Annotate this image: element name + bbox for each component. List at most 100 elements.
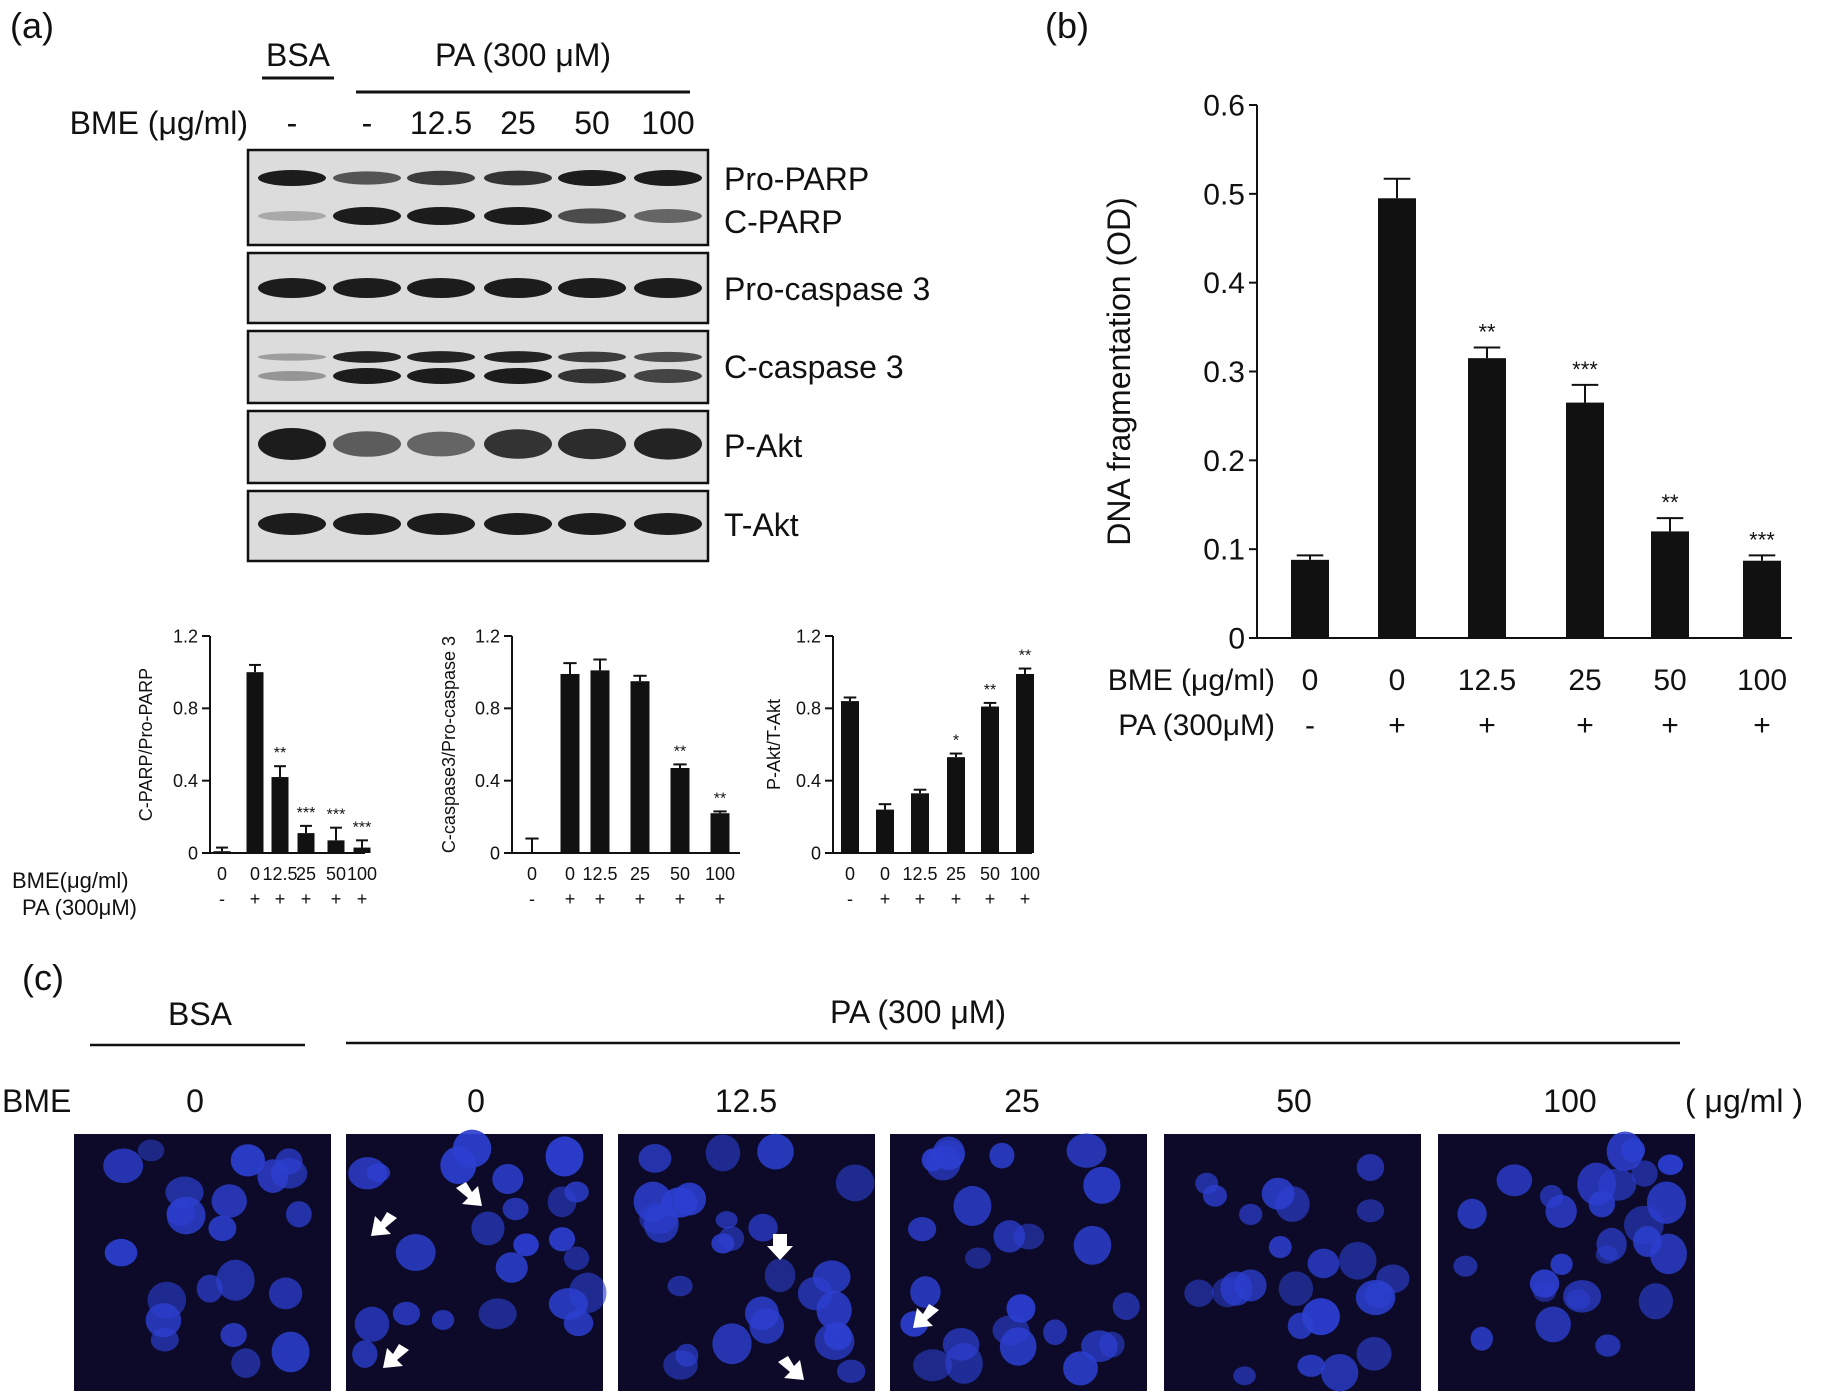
bar — [297, 833, 315, 853]
bar — [630, 681, 650, 853]
nucleus — [395, 1234, 436, 1271]
blot-band — [634, 278, 702, 298]
x-tick-label: 50 — [980, 864, 1000, 884]
nucleus — [1535, 1306, 1571, 1343]
panel-label-c: (c) — [22, 957, 64, 998]
pa-label: + — [951, 889, 962, 909]
nucleus — [749, 1308, 785, 1344]
nucleus — [471, 1211, 505, 1246]
nucleus — [1278, 1271, 1314, 1306]
bar-chart-p-akt: 0 0.4 0.8 1.2 P-Akt/T-Akt 0 - 0 +12.5 + * 25 + ** 50 + *… — [764, 626, 1040, 909]
bar — [947, 757, 965, 853]
nucleus — [196, 1274, 223, 1303]
blot-band — [407, 207, 475, 225]
blot-band — [558, 368, 626, 384]
x-tick-label: 25 — [946, 864, 966, 884]
nucleus — [1338, 1241, 1377, 1280]
micrograph — [1438, 1131, 1695, 1391]
significance-label: ** — [1661, 490, 1679, 515]
x-tick-label: 100 — [347, 864, 377, 884]
nucleus — [1595, 1334, 1621, 1357]
nucleus — [748, 1213, 778, 1242]
bar — [246, 672, 264, 853]
nucleus — [478, 1298, 517, 1330]
condition-label: 50 — [1276, 1083, 1312, 1119]
nucleus — [643, 1204, 679, 1243]
bar — [1743, 560, 1781, 638]
nucleus — [1233, 1366, 1256, 1386]
pa-label: + — [715, 889, 726, 909]
micrograph — [346, 1129, 607, 1391]
nucleus — [908, 1216, 937, 1242]
arrow-marker — [456, 1182, 482, 1206]
panel-label-a: (a) — [10, 5, 54, 46]
x-tick-label: 100 — [1010, 864, 1040, 884]
y-tick-label: 0.2 — [1203, 445, 1245, 478]
bar — [1291, 559, 1329, 638]
nucleus — [352, 1340, 378, 1368]
blot-band — [558, 208, 626, 224]
header-bme-label: BME (μg/ml) — [70, 105, 248, 141]
significance-label: ** — [274, 745, 286, 762]
bar-chart-c-caspase3: 0 0.4 0.8 1.2 C-caspase3/Pro-caspase 3 0 - 0 +12… — [439, 626, 740, 909]
nucleus — [964, 1247, 992, 1269]
y-axis-label: C-PARP/Pro-PARP — [136, 668, 156, 821]
blot-band — [407, 351, 475, 363]
significance-label: * — [953, 733, 959, 750]
pa-label: - — [1305, 709, 1315, 742]
nucleus — [354, 1306, 390, 1342]
nucleus — [757, 1133, 794, 1170]
blot-band — [258, 353, 326, 361]
nucleus — [1081, 1330, 1118, 1362]
nucleus — [366, 1163, 391, 1183]
nucleus — [1356, 1199, 1385, 1223]
row-label-bme: BME(μg/ml) — [12, 868, 129, 893]
nucleus — [1562, 1280, 1602, 1313]
nucleus — [1261, 1177, 1295, 1210]
blot-band — [407, 170, 475, 186]
blot-band — [558, 428, 626, 460]
nucleus — [166, 1199, 196, 1227]
nucleus — [1356, 1336, 1392, 1371]
nucleus — [211, 1184, 247, 1218]
row-label-pa: PA (300μM) — [22, 895, 137, 920]
bar-chart-c-parp: 00.40.81.2C-PARP/Pro-PARP0-0+**12.5+***2… — [136, 626, 377, 909]
nucleus — [910, 1276, 941, 1308]
nucleus — [1621, 1138, 1646, 1163]
x-tick-label: 12.5 — [582, 864, 617, 884]
pa-label: + — [275, 889, 286, 909]
pa-label: + — [1020, 889, 1031, 909]
bar — [590, 670, 610, 853]
nucleus — [932, 1136, 965, 1171]
nucleus — [431, 1309, 455, 1330]
condition-label: 12.5 — [715, 1083, 777, 1119]
nucleus — [103, 1148, 144, 1184]
pa-label: + — [1661, 709, 1679, 742]
x-tick-label: 25 — [296, 864, 316, 884]
blot-band — [634, 209, 702, 223]
nucleus — [1268, 1235, 1292, 1259]
bar-chart-dna-fragmentation: 0 0.1 0.2 0.3 0.4 0.5 0.6 DNA fragmentation (OD… — [1101, 90, 1792, 742]
nucleus — [392, 1301, 421, 1326]
nucleus — [548, 1288, 589, 1320]
lane-label: - — [362, 105, 373, 141]
nucleus — [1195, 1172, 1219, 1195]
nucleus — [812, 1260, 851, 1294]
blot-label-c-parp: C-PARP — [724, 204, 843, 240]
nucleus — [835, 1164, 875, 1202]
arrow-marker — [371, 1212, 397, 1236]
condition-label: 0 — [467, 1083, 485, 1119]
pa-label: + — [1753, 709, 1771, 742]
nucleus — [953, 1185, 992, 1227]
fluorescence-micrographs — [74, 1129, 1695, 1392]
micrograph — [74, 1134, 331, 1391]
arrow-marker — [383, 1344, 409, 1368]
y-axis-label: C-caspase3/Pro-caspase 3 — [439, 636, 459, 853]
row-label-pa: PA (300μM) — [1118, 709, 1275, 742]
x-tick-label: 50 — [1653, 664, 1686, 697]
pa-label: + — [880, 889, 891, 909]
x-tick-label: 0 — [565, 864, 575, 884]
nucleus — [548, 1227, 576, 1252]
nucleus — [495, 1252, 528, 1283]
